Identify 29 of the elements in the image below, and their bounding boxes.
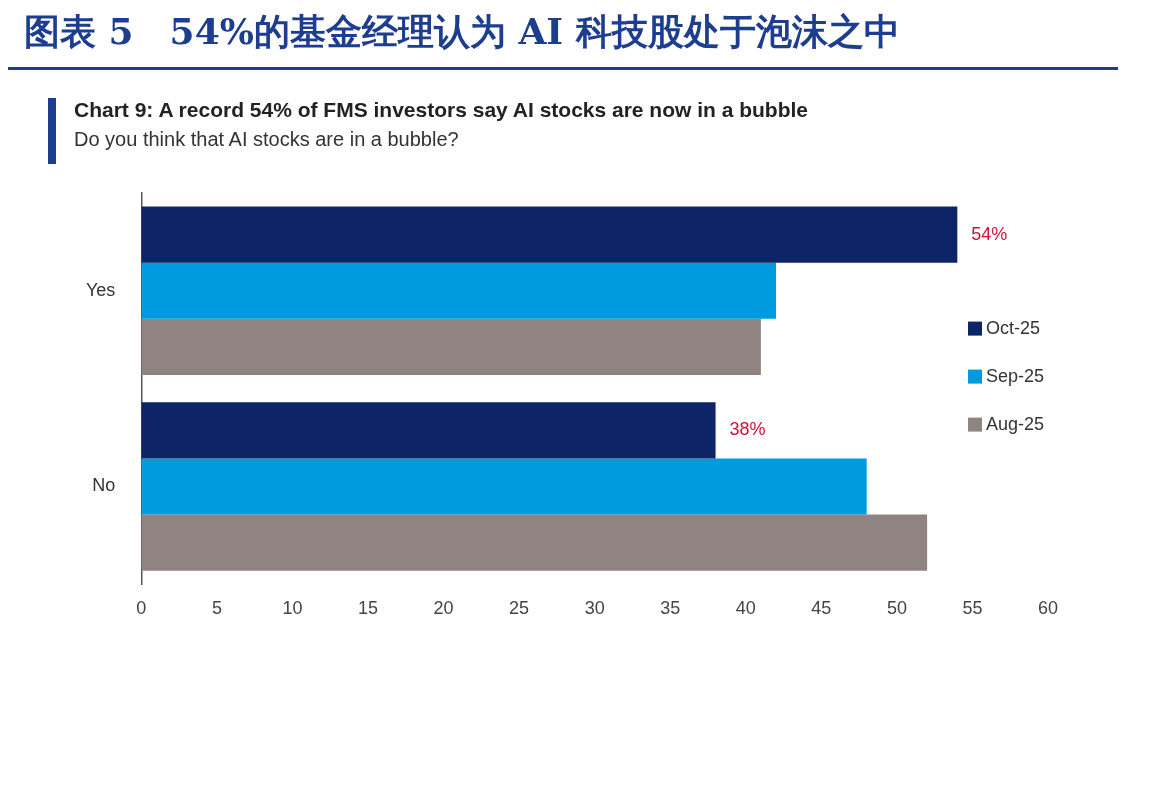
legend-label: Aug-25 xyxy=(986,413,1045,434)
x-tick-label: 5 xyxy=(211,598,222,619)
x-tick-label: 40 xyxy=(735,598,756,619)
x-tick-label: 30 xyxy=(584,598,605,619)
bar xyxy=(141,458,867,515)
x-tick-label: 0 xyxy=(136,598,147,619)
bar xyxy=(141,318,761,375)
x-tick-label: 55 xyxy=(962,598,983,619)
bar xyxy=(141,262,777,319)
x-tick-label: 15 xyxy=(358,598,379,619)
legend-label: Sep-25 xyxy=(986,365,1045,386)
chart-title: Chart 9: A record 54% of FMS investors say AI stocks are now in a bubble xyxy=(74,98,809,122)
x-tick-label: 10 xyxy=(282,598,303,619)
y-tick-label: Yes xyxy=(85,279,116,300)
x-tick-label: 35 xyxy=(660,598,681,619)
data-label: 54% xyxy=(971,223,1008,244)
x-tick-label: 20 xyxy=(433,598,454,619)
chart-subtitle: Do you think that AI stocks are in a bubble? xyxy=(74,128,460,151)
bar xyxy=(141,402,716,459)
x-tick-label: 50 xyxy=(886,598,907,619)
legend-label: Oct-25 xyxy=(986,317,1041,338)
x-tick-label: 60 xyxy=(1037,598,1059,619)
text: 图表 5 54%的基金经理认为 AI 科技股处于泡沫之中 xyxy=(8,8,1118,70)
x-tick-label: 25 xyxy=(509,598,530,619)
x-tick-label: 45 xyxy=(811,598,832,619)
data-label: 38% xyxy=(729,419,766,440)
bar xyxy=(141,514,928,571)
bar xyxy=(141,206,958,263)
y-tick-label: No xyxy=(92,475,116,496)
